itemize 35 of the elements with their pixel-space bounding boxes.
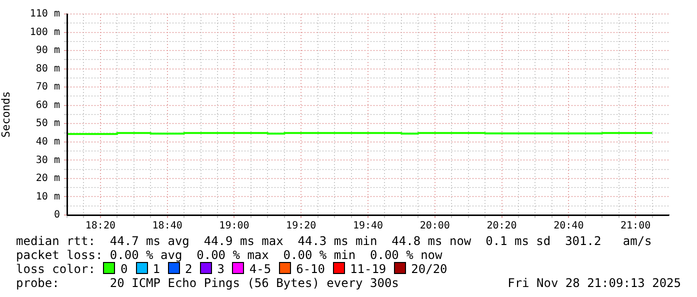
text: packet loss: 0.00 % avg 0.00 % max 0.00 % min 0.00 % now	[16, 248, 442, 262]
x-tick-label: 18:20	[85, 220, 116, 232]
y-tick-label: 90 m	[36, 45, 60, 56]
x-tick-label: 19:00	[219, 220, 250, 232]
y-tick-label: 110 m	[30, 8, 60, 20]
text: probe: 20 ICMP Echo Pings (56 Bytes) every 300s	[16, 276, 399, 290]
y-axis-title: Seconds	[0, 91, 12, 138]
legend-label: 0	[120, 262, 128, 276]
y-tick-label: 30 m	[36, 154, 60, 166]
legend-label: 11-19	[350, 262, 386, 276]
y-tick-label: 100 m	[30, 26, 60, 38]
legend-label: 1	[152, 262, 160, 276]
y-tick-label: 20 m	[36, 173, 60, 184]
x-tick-label: 20:00	[420, 220, 450, 232]
legend-label: 20/20	[411, 262, 448, 276]
y-tick-label: 60 m	[36, 100, 60, 111]
y-tick-label: 50 m	[36, 118, 60, 130]
legend-label: 3	[217, 262, 224, 276]
y-tick-label: 0	[54, 210, 60, 221]
y-tick-label: 70 m	[36, 82, 60, 93]
text: median rtt: 44.7 ms avg 44.9 ms max 44.3 ms min 44.8 ms now 0.1 ms sd 301.2 am/s	[16, 234, 652, 248]
y-tick-label: 10 m	[36, 191, 60, 202]
text: Fri Nov 28 21:09:13 2025	[508, 276, 681, 290]
x-tick-label: 19:20	[286, 220, 316, 232]
x-tick-label: 19:40	[352, 220, 384, 232]
x-tick-label: 20:20	[486, 220, 517, 232]
x-tick-label: 20:40	[554, 220, 584, 232]
y-tick-label: 40 m	[36, 136, 60, 148]
x-tick-label: 18:40	[152, 220, 182, 232]
text: loss color:	[16, 262, 96, 276]
x-tick-label: 21:00	[620, 220, 651, 232]
legend-label: 2	[184, 262, 192, 276]
legend-label: 4-5	[249, 262, 272, 276]
legend-label: 6-10	[296, 262, 326, 276]
y-tick-label: 80 m	[36, 63, 60, 74]
